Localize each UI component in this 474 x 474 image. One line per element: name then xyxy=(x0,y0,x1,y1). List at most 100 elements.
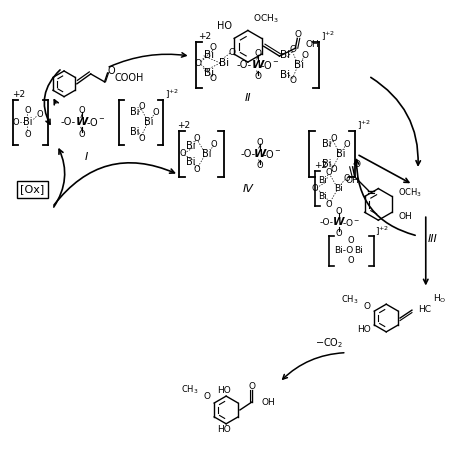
Text: Bi: Bi xyxy=(219,58,229,68)
Text: O: O xyxy=(193,134,200,143)
Text: W: W xyxy=(76,118,88,128)
Text: Bi: Bi xyxy=(204,68,214,78)
Text: Bi: Bi xyxy=(319,176,328,185)
Text: +2: +2 xyxy=(177,121,190,130)
Text: Bi-O: Bi-O xyxy=(334,246,353,255)
Text: O: O xyxy=(295,30,302,39)
Text: O: O xyxy=(336,228,342,237)
Text: IV: IV xyxy=(242,183,253,193)
Text: O: O xyxy=(12,118,19,127)
Text: O: O xyxy=(347,256,354,265)
Text: W: W xyxy=(333,217,345,227)
Text: H$_\mathregular{O}$: H$_\mathregular{O}$ xyxy=(433,292,446,304)
Text: O: O xyxy=(153,108,159,117)
Text: Bi: Bi xyxy=(23,118,32,128)
Text: O: O xyxy=(330,134,337,143)
Text: III: III xyxy=(428,234,438,244)
Text: O: O xyxy=(326,168,332,177)
Text: -O$^-$: -O$^-$ xyxy=(86,116,106,128)
Text: O: O xyxy=(203,392,210,401)
Text: Bi: Bi xyxy=(204,50,214,60)
Text: -O-: -O- xyxy=(240,149,255,159)
Text: OH: OH xyxy=(262,398,275,407)
Text: O: O xyxy=(330,165,337,174)
Text: Bi: Bi xyxy=(336,149,346,159)
Text: W: W xyxy=(254,149,266,159)
Text: ]$^{+2}$: ]$^{+2}$ xyxy=(321,30,335,43)
Text: Bi: Bi xyxy=(130,127,140,137)
Text: [Ox]: [Ox] xyxy=(20,184,45,194)
Text: O: O xyxy=(193,165,200,174)
Text: Bi: Bi xyxy=(130,108,140,118)
Text: -O$^-$: -O$^-$ xyxy=(262,148,282,160)
Text: ]$^{+2}$: ]$^{+2}$ xyxy=(165,88,179,101)
Text: Bi: Bi xyxy=(322,159,332,169)
Text: -O-: -O- xyxy=(61,118,75,128)
Text: I: I xyxy=(85,152,89,162)
Text: OH: OH xyxy=(305,40,319,49)
Text: O: O xyxy=(336,207,342,216)
Text: -O$^-$: -O$^-$ xyxy=(260,59,279,71)
Text: OCH$_3$: OCH$_3$ xyxy=(398,186,422,199)
Text: Bi: Bi xyxy=(354,246,363,255)
Text: O: O xyxy=(364,301,370,310)
Text: O: O xyxy=(343,174,350,183)
Text: ]$^{+2}$: ]$^{+2}$ xyxy=(375,225,390,237)
Text: Bi: Bi xyxy=(144,118,154,128)
Text: O: O xyxy=(254,49,261,58)
Text: O: O xyxy=(347,237,354,246)
Text: O: O xyxy=(24,106,31,115)
Text: Bi: Bi xyxy=(319,192,328,201)
Text: Bi: Bi xyxy=(335,184,343,193)
Text: II: II xyxy=(245,92,251,103)
Text: Bi: Bi xyxy=(322,139,332,149)
Text: HC: HC xyxy=(418,305,431,314)
Text: -O$^-$: -O$^-$ xyxy=(341,217,360,228)
Text: HO: HO xyxy=(217,425,231,434)
Text: +2: +2 xyxy=(12,90,25,99)
Text: COOH: COOH xyxy=(114,73,144,83)
Text: HO: HO xyxy=(217,21,232,31)
Text: OH: OH xyxy=(346,176,359,185)
Text: O: O xyxy=(256,137,263,146)
Text: O: O xyxy=(36,110,43,119)
Text: O: O xyxy=(211,140,218,149)
Text: O: O xyxy=(254,73,261,82)
Text: Bi: Bi xyxy=(186,157,195,167)
Text: O: O xyxy=(24,130,31,139)
Text: O: O xyxy=(79,106,85,115)
Text: Bi: Bi xyxy=(280,70,291,80)
Text: HO: HO xyxy=(217,386,231,395)
Text: O: O xyxy=(195,59,202,68)
Text: O: O xyxy=(312,184,319,193)
Text: Bi: Bi xyxy=(294,60,304,70)
Text: Bi: Bi xyxy=(186,141,195,151)
Text: O: O xyxy=(79,130,85,139)
Text: O: O xyxy=(179,149,186,158)
Text: OCH$_3$: OCH$_3$ xyxy=(253,12,279,25)
Text: O: O xyxy=(290,45,297,54)
Text: CH$_3$: CH$_3$ xyxy=(181,384,199,396)
Text: Bi: Bi xyxy=(201,149,211,159)
Text: ]$^{+2}$: ]$^{+2}$ xyxy=(356,119,371,132)
Text: OH: OH xyxy=(398,212,412,221)
Text: O: O xyxy=(248,382,255,391)
Text: $-$CO$_2$: $-$CO$_2$ xyxy=(315,336,343,350)
Text: Bi: Bi xyxy=(280,50,291,60)
Text: O: O xyxy=(301,51,309,60)
Text: W: W xyxy=(252,60,264,70)
Text: O: O xyxy=(353,160,360,169)
Text: O: O xyxy=(210,43,217,52)
Text: O: O xyxy=(108,66,115,76)
Text: O: O xyxy=(326,200,332,209)
Text: -O-: -O- xyxy=(237,60,252,70)
Text: +2: +2 xyxy=(314,161,327,170)
Text: O: O xyxy=(290,76,297,85)
Text: -O-: -O- xyxy=(320,218,334,227)
Text: +2: +2 xyxy=(199,32,211,41)
Text: O: O xyxy=(139,102,146,111)
Text: O: O xyxy=(139,134,146,143)
Text: O: O xyxy=(343,140,350,149)
Text: O: O xyxy=(228,48,236,57)
Text: O: O xyxy=(256,161,263,170)
